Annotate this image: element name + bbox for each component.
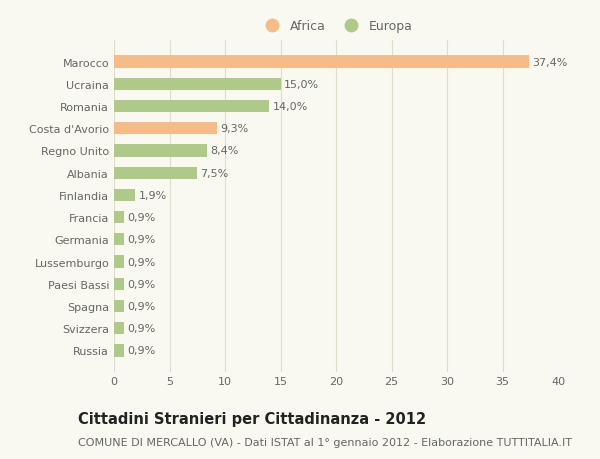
Bar xyxy=(114,234,124,246)
Text: 8,4%: 8,4% xyxy=(211,146,239,156)
Text: 9,3%: 9,3% xyxy=(221,124,249,134)
Text: COMUNE DI MERCALLO (VA) - Dati ISTAT al 1° gennaio 2012 - Elaborazione TUTTITALI: COMUNE DI MERCALLO (VA) - Dati ISTAT al … xyxy=(78,437,572,447)
Bar xyxy=(114,78,281,91)
Text: 0,9%: 0,9% xyxy=(127,257,155,267)
Text: 0,9%: 0,9% xyxy=(127,302,155,311)
Bar xyxy=(114,145,207,157)
Text: 1,9%: 1,9% xyxy=(139,190,167,201)
Bar xyxy=(114,123,217,135)
Bar xyxy=(114,345,124,357)
Text: 15,0%: 15,0% xyxy=(284,79,319,90)
Text: 0,9%: 0,9% xyxy=(127,279,155,289)
Bar xyxy=(114,322,124,335)
Bar xyxy=(114,167,197,179)
Bar xyxy=(114,300,124,313)
Bar xyxy=(114,212,124,224)
Text: 14,0%: 14,0% xyxy=(273,102,308,112)
Text: Cittadini Stranieri per Cittadinanza - 2012: Cittadini Stranieri per Cittadinanza - 2… xyxy=(78,411,426,426)
Bar xyxy=(114,278,124,290)
Text: 0,9%: 0,9% xyxy=(127,324,155,334)
Bar xyxy=(114,256,124,268)
Bar xyxy=(114,56,529,68)
Text: 0,9%: 0,9% xyxy=(127,235,155,245)
Text: 7,5%: 7,5% xyxy=(200,168,229,178)
Text: 0,9%: 0,9% xyxy=(127,346,155,356)
Bar xyxy=(114,101,269,113)
Bar xyxy=(114,190,135,202)
Text: 37,4%: 37,4% xyxy=(532,57,568,67)
Legend: Africa, Europa: Africa, Europa xyxy=(257,18,415,36)
Text: 0,9%: 0,9% xyxy=(127,213,155,223)
